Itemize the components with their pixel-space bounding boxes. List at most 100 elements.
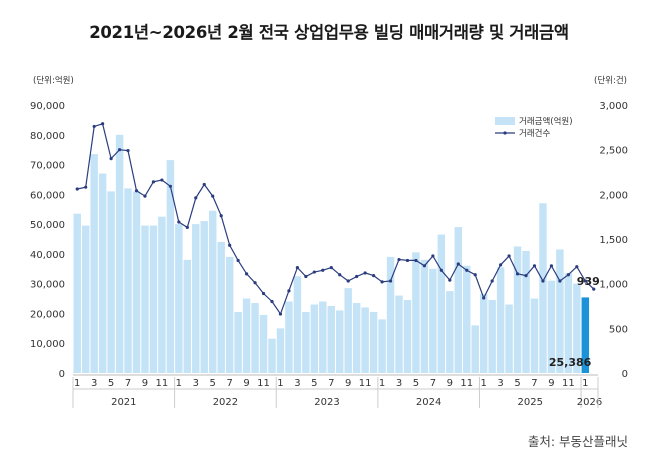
count-point [549, 264, 554, 268]
legend-swatch-amount [495, 117, 515, 125]
count-point [236, 258, 240, 263]
count-point [448, 278, 452, 282]
count-point [143, 194, 147, 198]
count-point [355, 274, 359, 279]
month-label: 11 [156, 378, 169, 389]
count-point [388, 279, 393, 283]
month-label: 3 [91, 378, 97, 389]
month-label: 3 [193, 378, 199, 389]
month-label: 3 [294, 378, 300, 389]
legend-swatch-count-point [503, 131, 507, 135]
month-label: 1 [277, 378, 283, 389]
month-label: 9 [243, 378, 249, 389]
right-tick-label: 1,000 [599, 280, 628, 291]
bar [496, 267, 505, 373]
count-point [507, 254, 511, 258]
count-point [295, 265, 299, 270]
month-label: 5 [413, 378, 419, 389]
bar [73, 213, 81, 373]
left-axis-unit: (단위:억원) [33, 75, 74, 86]
bar [242, 298, 251, 373]
left-tick-label: 0 [59, 369, 65, 380]
bar [124, 188, 132, 373]
bar [141, 225, 149, 373]
bar [234, 311, 242, 373]
month-label: 5 [311, 378, 317, 389]
count-point [372, 274, 376, 278]
bar [208, 210, 217, 373]
count-point [134, 189, 139, 193]
left-tick-label: 20,000 [30, 309, 65, 320]
bar [327, 306, 335, 373]
year-label: 2021 [111, 397, 136, 408]
bar [420, 259, 429, 373]
count-point [75, 187, 79, 191]
left-tick-label: 10,000 [30, 339, 65, 350]
count-point [422, 264, 427, 268]
month-label: 7 [531, 378, 537, 389]
bar [293, 276, 302, 373]
month-label: 1 [480, 378, 486, 389]
bar [513, 246, 522, 373]
count-point [312, 270, 316, 274]
count-point [524, 274, 528, 278]
month-label: 1 [379, 378, 385, 389]
count-point [380, 280, 384, 284]
left-tick-label: 70,000 [30, 161, 65, 172]
bar [149, 225, 158, 373]
count-point [92, 124, 96, 129]
month-label: 9 [345, 378, 351, 389]
bar [463, 265, 471, 373]
bar [310, 304, 319, 373]
left-tick-label: 30,000 [30, 280, 65, 291]
right-tick-label: 1,500 [599, 235, 628, 246]
month-label: 5 [514, 378, 520, 389]
count-point [109, 157, 113, 161]
year-label: 2024 [416, 397, 441, 408]
bar [268, 338, 276, 373]
month-label: 7 [430, 378, 436, 389]
bar [166, 160, 175, 373]
bar [192, 224, 200, 373]
bar [522, 250, 530, 373]
right-tick-label: 2,500 [599, 146, 628, 157]
bar [344, 288, 352, 373]
amount-data-label: 25,386 [549, 356, 592, 369]
month-label: 9 [548, 378, 554, 389]
left-tick-label: 80,000 [30, 131, 65, 142]
count-point [566, 273, 570, 277]
bar [319, 301, 327, 373]
count-point [456, 262, 460, 266]
bar [378, 319, 386, 373]
month-label: 11 [257, 378, 270, 389]
year-label: 2022 [213, 397, 238, 408]
count-point [499, 263, 503, 267]
bar [395, 295, 403, 373]
bar [107, 191, 115, 373]
month-label: 7 [125, 378, 131, 389]
bar [352, 303, 361, 373]
count-point [465, 268, 469, 272]
count-point [185, 225, 189, 229]
bar [386, 256, 395, 373]
month-label: 5 [210, 378, 216, 389]
count-point [278, 312, 283, 316]
left-tick-label: 50,000 [30, 220, 65, 231]
month-label: 9 [447, 378, 453, 389]
right-axis-unit: (단위:건) [594, 75, 627, 86]
source-note: 출처: 부동산플래닛 [527, 434, 628, 449]
month-label: 1 [176, 378, 182, 389]
count-point [541, 279, 545, 283]
year-label: 2023 [314, 397, 339, 408]
count-point [397, 257, 401, 262]
count-point [515, 272, 520, 276]
bar [175, 224, 183, 373]
month-label: 7 [226, 378, 232, 389]
bar [446, 291, 454, 373]
bar [429, 268, 437, 373]
month-label: 11 [359, 378, 372, 389]
chart-title: 2021년~2026년 2월 전국 상업업무용 빌딩 매매거래량 및 거래금액 [89, 23, 569, 42]
bar [200, 221, 208, 373]
count-point [329, 265, 333, 270]
